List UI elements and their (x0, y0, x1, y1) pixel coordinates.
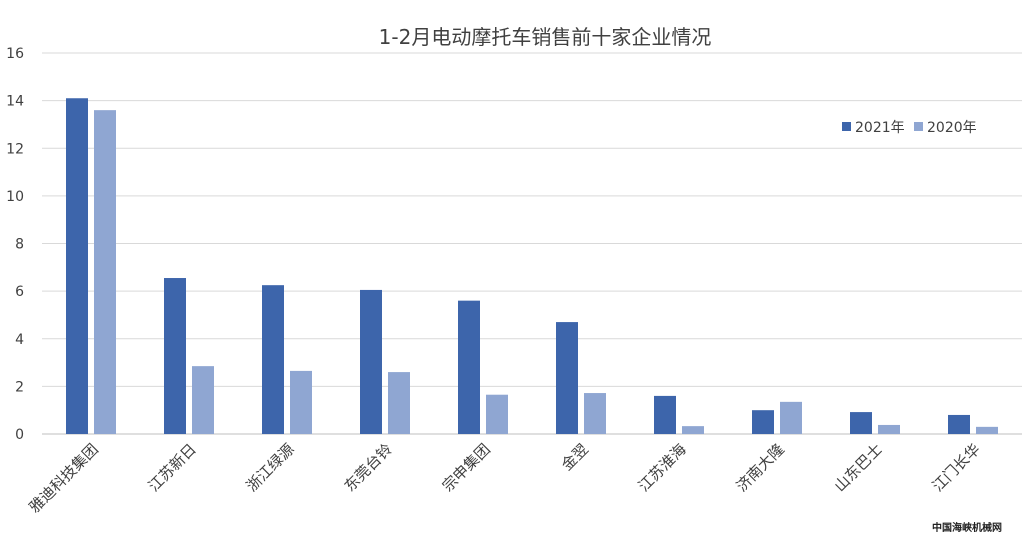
bar-2020年-江苏新日 (192, 366, 214, 434)
bar-2021年-浙江绿源 (262, 285, 284, 434)
bar-2020年-江门长华 (976, 426, 998, 434)
x-category-label: 江苏新日 (145, 440, 200, 495)
x-category-label: 宗申集团 (439, 440, 494, 495)
bar-2020年-浙江绿源 (290, 370, 312, 434)
legend-label: 2020年 (927, 120, 977, 136)
y-tick-label: 10 (6, 189, 24, 205)
bar-2021年-江苏新日 (164, 278, 186, 434)
bar-2021年-金翌 (556, 322, 578, 434)
legend: 2021年 2020年 (842, 120, 977, 136)
watermark: 中国海峡机械网 (932, 523, 1002, 534)
bar-2021年-东莞台铃 (360, 289, 382, 434)
legend-swatch (842, 122, 851, 131)
bar-2021年-雅迪科技集团 (66, 98, 88, 435)
x-category-label: 浙江绿源 (243, 440, 298, 495)
bar-2020年-宗申集团 (486, 394, 508, 434)
y-tick-label: 8 (15, 237, 24, 253)
bar-2020年-济南大隆 (780, 401, 802, 434)
y-tick-label: 2 (15, 379, 24, 395)
y-axis-ticks: 0 2 4 6 8 10 12 14 16 (6, 46, 24, 443)
bar-2020年-雅迪科技集团 (94, 110, 116, 435)
y-tick-label: 6 (15, 284, 24, 300)
x-category-label: 金翌 (558, 440, 592, 474)
x-category-label: 东莞台铃 (341, 440, 396, 495)
y-tick-label: 14 (6, 94, 24, 110)
x-axis-labels: 雅迪科技集团 江苏新日 浙江绿源 东莞台铃 宗申集团 金翌 江苏淮海 济南大隆 山东巴士 江门长华 (25, 440, 983, 516)
bar-2021年-宗申集团 (458, 300, 480, 434)
legend-label: 2021年 (855, 120, 905, 136)
x-category-label: 雅迪科技集团 (25, 440, 101, 516)
bar-2021年-江苏淮海 (654, 395, 676, 434)
bar-2021年-江门长华 (948, 414, 970, 434)
bar-2021年-山东巴士 (850, 412, 872, 434)
x-category-label: 江苏淮海 (635, 440, 690, 495)
bar-2020年-金翌 (584, 393, 606, 434)
gridlines (42, 52, 1022, 435)
bar-2020年-江苏淮海 (682, 426, 704, 434)
y-tick-label: 12 (6, 141, 24, 157)
y-tick-label: 16 (6, 46, 24, 62)
bar-2020年-山东巴士 (878, 424, 900, 434)
bar-2021年-济南大隆 (752, 410, 774, 434)
x-category-label: 江门长华 (929, 440, 984, 495)
bar-2020年-东莞台铃 (388, 372, 410, 434)
y-tick-label: 0 (15, 427, 24, 443)
x-category-label: 山东巴士 (831, 440, 886, 495)
chart-title: 1-2月电动摩托车销售前十家企业情况 (379, 25, 712, 49)
y-tick-label: 4 (15, 332, 24, 348)
legend-swatch (914, 122, 923, 131)
bars (66, 98, 998, 435)
x-category-label: 济南大隆 (733, 440, 788, 495)
